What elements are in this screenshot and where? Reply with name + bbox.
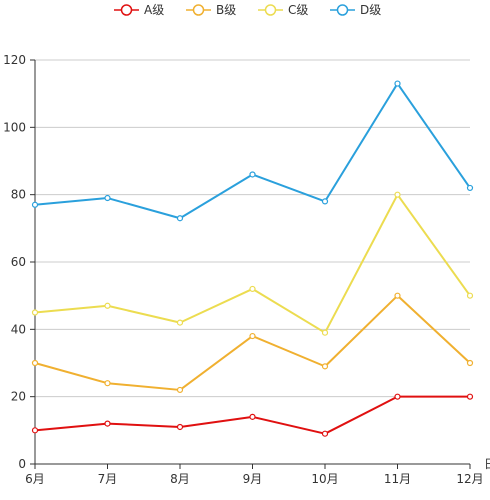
series-2	[31, 191, 474, 336]
data-point[interactable]	[321, 430, 329, 437]
series-3	[31, 80, 474, 222]
y-tick-label: 100	[3, 120, 26, 134]
x-tick-label: 11月	[384, 472, 411, 486]
x-tick-label: 10月	[311, 472, 338, 486]
series-line	[34, 82, 471, 220]
x-tick-label: 6月	[25, 472, 45, 486]
data-point[interactable]	[249, 285, 256, 293]
y-tick-label: 60	[11, 255, 26, 269]
data-point[interactable]	[31, 309, 39, 316]
axes: 0 20 40 60 80 100 120 6月 7月 8月 9月 10月 11月 12月日	[3, 53, 490, 486]
series-0	[31, 393, 474, 437]
data-point[interactable]	[176, 319, 184, 326]
data-point[interactable]	[466, 359, 474, 367]
grid-lines	[35, 59, 470, 398]
legend-marker	[120, 4, 133, 16]
data-point[interactable]	[104, 194, 111, 202]
legend-label: C级	[288, 3, 308, 17]
data-point[interactable]	[466, 292, 474, 299]
legend: A级 B级 C级 D级	[114, 3, 381, 17]
y-tick-label: 20	[11, 390, 26, 404]
legend-label: D级	[360, 3, 381, 17]
legend-item[interactable]: B级	[186, 3, 236, 17]
y-tick-label: 40	[11, 322, 26, 336]
legend-marker	[264, 4, 277, 16]
data-point[interactable]	[104, 302, 111, 309]
data-point[interactable]	[394, 191, 401, 198]
data-point[interactable]	[104, 380, 111, 387]
y-tick-label: 120	[3, 53, 26, 67]
data-point[interactable]	[249, 413, 256, 420]
data-point[interactable]	[466, 393, 474, 400]
data-point[interactable]	[104, 420, 111, 427]
x-tick-label: 8月	[170, 472, 190, 486]
data-point[interactable]	[176, 215, 184, 222]
data-point[interactable]	[176, 386, 184, 394]
data-point[interactable]	[321, 198, 329, 205]
x-tick-label: 7月	[98, 472, 118, 486]
data-point[interactable]	[394, 393, 401, 400]
data-point[interactable]	[466, 184, 474, 192]
data-point[interactable]	[31, 359, 39, 367]
series-line	[34, 294, 471, 391]
legend-label: B级	[216, 3, 236, 17]
data-point[interactable]	[394, 292, 401, 299]
series-1	[31, 292, 474, 394]
data-point[interactable]	[249, 332, 256, 340]
data-point[interactable]	[31, 201, 39, 208]
legend-marker	[336, 4, 349, 16]
data-point[interactable]	[249, 171, 256, 178]
y-tick-label: 0	[18, 457, 26, 471]
x-axis-label: 日	[484, 457, 490, 471]
series-group	[31, 80, 474, 437]
data-point[interactable]	[176, 423, 184, 431]
data-point[interactable]	[321, 363, 329, 370]
legend-item[interactable]: A级	[114, 3, 164, 17]
data-point[interactable]	[394, 80, 401, 87]
data-point[interactable]	[31, 427, 39, 434]
legend-item[interactable]: D级	[330, 3, 381, 17]
series-line	[34, 193, 471, 334]
legend-label: A级	[144, 3, 164, 17]
legend-marker	[192, 4, 205, 16]
x-tick-label: 12月	[456, 472, 483, 486]
legend-item[interactable]: C级	[258, 3, 308, 17]
y-tick-label: 80	[11, 188, 26, 202]
data-point[interactable]	[321, 329, 329, 336]
x-tick-label: 9月	[243, 472, 263, 486]
